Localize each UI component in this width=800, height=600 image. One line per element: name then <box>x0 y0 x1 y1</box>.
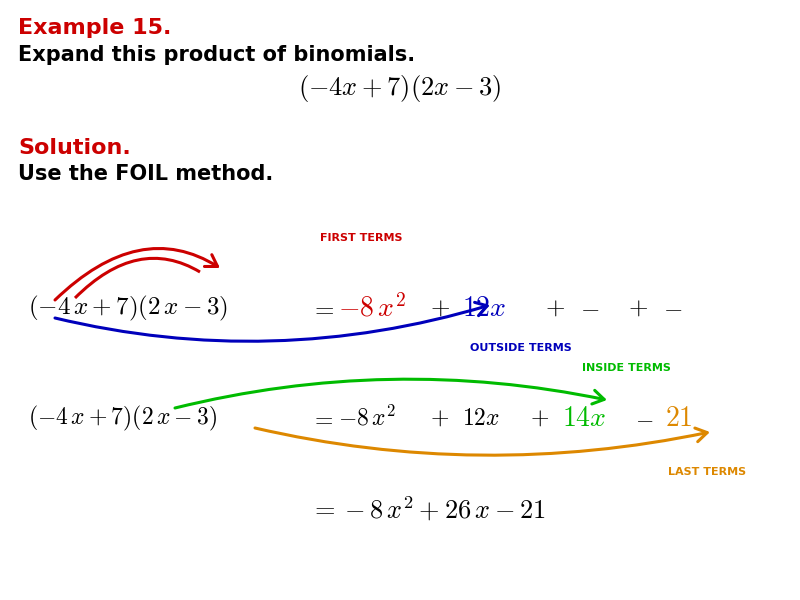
Text: Solution.: Solution. <box>18 138 130 158</box>
Text: $21$: $21$ <box>665 404 693 432</box>
Text: $-8\,x^2$: $-8\,x^2$ <box>338 293 406 322</box>
Text: $14x$: $14x$ <box>562 404 606 432</box>
Text: LAST TERMS: LAST TERMS <box>668 467 746 477</box>
FancyArrowPatch shape <box>255 428 707 455</box>
FancyArrowPatch shape <box>55 302 487 341</box>
Text: $-$: $-$ <box>580 296 599 320</box>
Text: Example 15.: Example 15. <box>18 18 171 38</box>
Text: $=-8\,x^2+26\,x-21$: $=-8\,x^2+26\,x-21$ <box>310 496 546 524</box>
Text: Expand this product of binomials.: Expand this product of binomials. <box>18 45 415 65</box>
Text: $-$: $-$ <box>663 296 682 320</box>
Text: $-8\,x^2$: $-8\,x^2$ <box>338 406 396 431</box>
FancyArrowPatch shape <box>55 248 218 300</box>
Text: $(-4\,x+7)(2\,x-3)$: $(-4\,x+7)(2\,x-3)$ <box>28 403 217 433</box>
FancyArrowPatch shape <box>175 379 604 408</box>
Text: FIRST TERMS: FIRST TERMS <box>320 233 402 243</box>
Text: $(-4x + 7)(2x - 3)$: $(-4x + 7)(2x - 3)$ <box>298 73 502 103</box>
Text: $+$: $+$ <box>430 406 449 430</box>
Text: $=$: $=$ <box>310 296 334 320</box>
Text: $12x$: $12x$ <box>462 406 500 430</box>
Text: $+$: $+$ <box>530 406 549 430</box>
Text: $-$: $-$ <box>635 406 654 430</box>
Text: $12x$: $12x$ <box>462 294 506 322</box>
Text: $+$: $+$ <box>430 296 450 320</box>
Text: $+$: $+$ <box>628 296 648 320</box>
Text: Use the FOIL method.: Use the FOIL method. <box>18 164 274 184</box>
Text: OUTSIDE TERMS: OUTSIDE TERMS <box>470 343 572 353</box>
Text: $(-4\,x+7)(2\,x-3)$: $(-4\,x+7)(2\,x-3)$ <box>28 293 228 323</box>
Text: $=$: $=$ <box>310 406 333 430</box>
Text: $+$: $+$ <box>545 296 565 320</box>
Text: INSIDE TERMS: INSIDE TERMS <box>582 363 671 373</box>
